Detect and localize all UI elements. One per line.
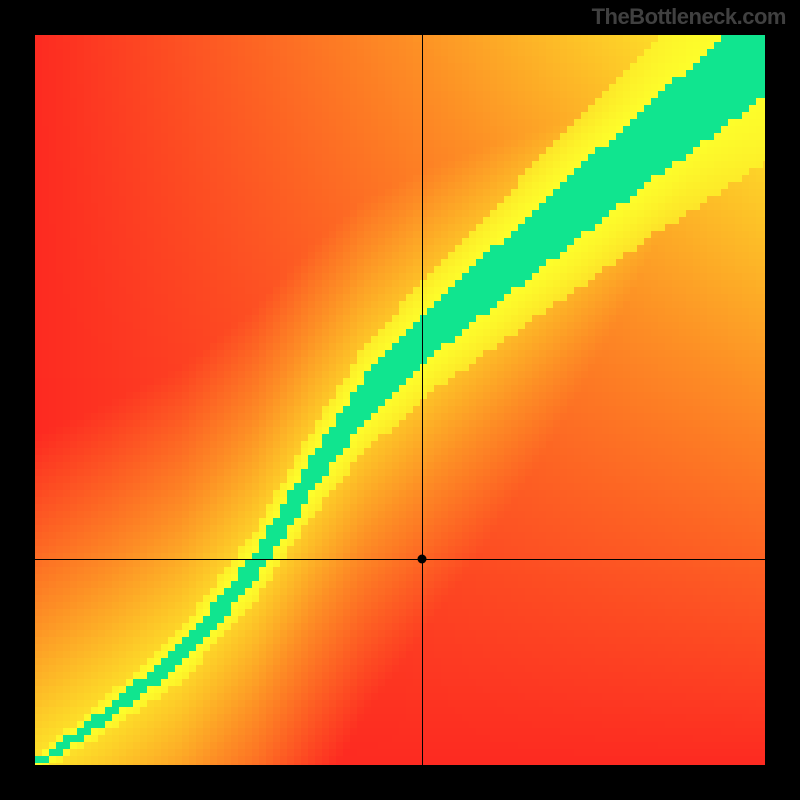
crosshair-dot <box>417 555 426 564</box>
chart-container: TheBottleneck.com <box>0 0 800 800</box>
heatmap-canvas <box>35 35 765 765</box>
watermark-text: TheBottleneck.com <box>592 4 786 30</box>
crosshair-vertical <box>422 35 423 765</box>
plot-area <box>35 35 765 765</box>
crosshair-horizontal <box>35 559 765 560</box>
